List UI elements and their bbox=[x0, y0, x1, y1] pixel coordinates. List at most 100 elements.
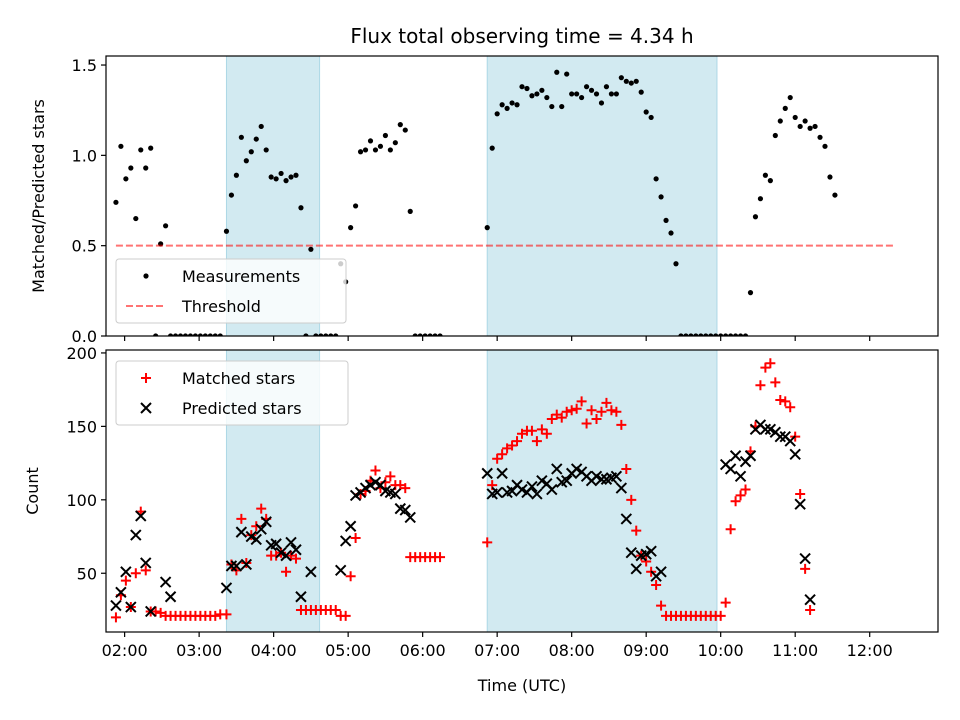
measurement-point bbox=[138, 147, 144, 153]
matched-star-point bbox=[656, 600, 667, 611]
predicted-star-point bbox=[285, 536, 297, 549]
measurement-point bbox=[207, 333, 213, 336]
measurement-point bbox=[489, 145, 495, 151]
measurement-point bbox=[534, 91, 540, 97]
matched-star-point bbox=[651, 580, 662, 590]
measurement-point bbox=[258, 123, 264, 130]
predicted-star-point bbox=[734, 470, 747, 483]
measurement-point bbox=[357, 149, 364, 155]
matched-star-point bbox=[715, 610, 726, 621]
y-tick-label: 150 bbox=[66, 417, 97, 436]
measurement-point bbox=[143, 165, 149, 171]
matched-star-point bbox=[725, 524, 736, 535]
measurement-point bbox=[628, 80, 634, 86]
matched-star-point bbox=[616, 419, 627, 430]
measurement-point bbox=[708, 333, 714, 336]
measurement-point bbox=[283, 178, 289, 184]
measurement-point bbox=[422, 333, 428, 336]
legend-label: Predicted stars bbox=[182, 399, 302, 418]
plot-area-0 bbox=[113, 56, 896, 336]
predicted-star-point bbox=[250, 533, 262, 546]
predicted-star-point bbox=[130, 529, 142, 541]
measurement-point bbox=[688, 333, 694, 336]
measurement-point bbox=[633, 78, 639, 84]
bottom-panel-count: 50 100 150 200 02:00 03:00 04:00 05:00 06:00 07:0… bbox=[23, 344, 939, 660]
predicted-star-point bbox=[610, 470, 623, 483]
predicted-star-point bbox=[290, 544, 302, 556]
top-panel-ratio: 0.0 0.5 1.0 1.5 Matched/Predicted stars Measu… bbox=[29, 55, 939, 346]
predicted-star-point bbox=[526, 480, 538, 493]
measurement-point bbox=[703, 333, 709, 336]
matched-star-point bbox=[507, 440, 518, 451]
matched-star-point bbox=[735, 490, 746, 501]
measurement-point bbox=[713, 333, 719, 336]
matched-star-point bbox=[641, 556, 652, 567]
measurement-point bbox=[613, 91, 619, 97]
matched-star-point bbox=[120, 575, 131, 586]
x-tick-label: 04:00 bbox=[251, 641, 297, 660]
predicted-star-point bbox=[404, 511, 416, 524]
x-tick-label: 08:00 bbox=[549, 641, 595, 660]
measurement-point bbox=[772, 132, 778, 139]
measurement-point bbox=[367, 138, 374, 144]
x-tick-label: 05:00 bbox=[325, 641, 371, 660]
predicted-star-point bbox=[164, 591, 177, 603]
measurement-point bbox=[529, 93, 535, 99]
y-axis-label: Matched/Predicted stars bbox=[29, 99, 48, 293]
measurement-point bbox=[683, 333, 689, 336]
predicted-star-point bbox=[255, 523, 267, 535]
measurement-point bbox=[323, 333, 329, 336]
predicted-star-point bbox=[729, 450, 742, 462]
measurement-point bbox=[278, 170, 284, 177]
matched-star-point bbox=[581, 418, 592, 429]
predicted-star-point bbox=[491, 486, 503, 499]
predicted-star-point bbox=[260, 516, 272, 528]
x-tick-label: 09:00 bbox=[623, 641, 669, 660]
x-tick-label: 03:00 bbox=[176, 641, 222, 660]
measurement-point bbox=[303, 333, 309, 336]
predicted-star-point bbox=[551, 463, 563, 475]
measurement-point bbox=[133, 215, 139, 222]
measurement-point bbox=[549, 103, 555, 110]
measurement-point bbox=[318, 333, 324, 336]
legend-label: Threshold bbox=[181, 297, 261, 316]
matched-star-point bbox=[512, 436, 523, 447]
measurement-point bbox=[223, 228, 230, 234]
matched-star-point bbox=[497, 449, 508, 460]
measurement-point bbox=[113, 199, 119, 205]
matched-star-point bbox=[631, 525, 642, 536]
measurement-point bbox=[762, 172, 768, 178]
measurement-point bbox=[752, 214, 759, 220]
measurement-point bbox=[187, 333, 194, 336]
predicted-star-point bbox=[305, 566, 317, 578]
matched-star-point bbox=[576, 396, 587, 407]
measurement-point bbox=[494, 111, 500, 117]
matched-star-point bbox=[601, 397, 612, 408]
legend-matched-swatch bbox=[141, 373, 151, 383]
matched-star-point bbox=[330, 604, 341, 615]
predicted-star-point bbox=[630, 563, 642, 575]
measurement-point bbox=[643, 109, 649, 115]
predicted-star-point bbox=[774, 430, 787, 443]
matched-star-point bbox=[626, 494, 637, 505]
matched-star-point bbox=[760, 362, 771, 373]
shaded-interval bbox=[486, 56, 718, 336]
matched-star-point bbox=[241, 557, 252, 568]
measurement-point bbox=[603, 84, 610, 90]
matched-star-point bbox=[150, 606, 161, 617]
x-tick-label: 07:00 bbox=[474, 641, 520, 660]
measurement-point bbox=[539, 87, 545, 93]
matched-star-point bbox=[385, 471, 396, 482]
measurement-point bbox=[353, 203, 359, 209]
series-predicted-stars bbox=[110, 419, 816, 618]
y-tick-label: 0.0 bbox=[72, 327, 97, 346]
measurement-point bbox=[243, 158, 249, 164]
matched-star-point bbox=[210, 610, 221, 621]
measurement-point bbox=[148, 145, 154, 151]
matched-star-point bbox=[492, 453, 503, 464]
measurement-point bbox=[792, 114, 798, 121]
y-tick-label: 1.5 bbox=[72, 56, 97, 75]
matched-star-point bbox=[281, 566, 292, 577]
